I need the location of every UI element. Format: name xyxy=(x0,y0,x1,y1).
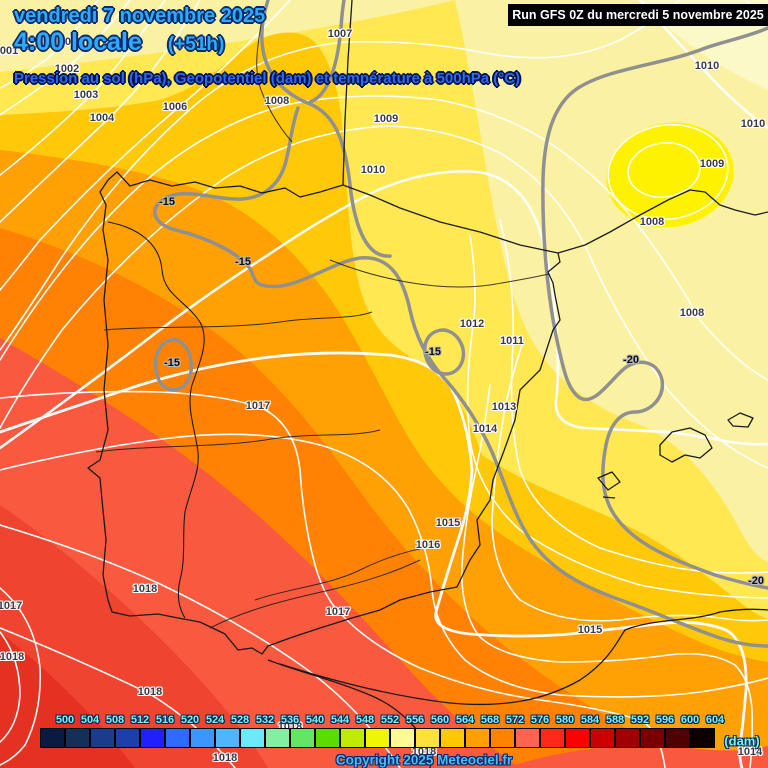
copyright-label: Copyright 2025 Meteociel.fr xyxy=(335,752,513,768)
map-parameters-subtitle: Pression au sol (hPa), Geopotentiel (dam… xyxy=(14,70,521,87)
low-center-fill xyxy=(606,122,734,228)
coastline-borders xyxy=(87,0,768,768)
forecast-offset-label: (+51h) xyxy=(167,34,225,55)
map-date-title: vendredi 7 novembre 2025 xyxy=(14,5,266,27)
model-run-info-badge: Run GFS 0Z du mercredi 5 novembre 2025 xyxy=(508,4,768,26)
map-time-title: 4:00 locale (+51h) xyxy=(14,28,224,57)
temperature-contours xyxy=(153,0,768,648)
local-time-label: 4:00 locale xyxy=(14,28,142,56)
scale-unit-label: (dam) xyxy=(724,733,760,749)
low-center-rings xyxy=(607,123,729,221)
